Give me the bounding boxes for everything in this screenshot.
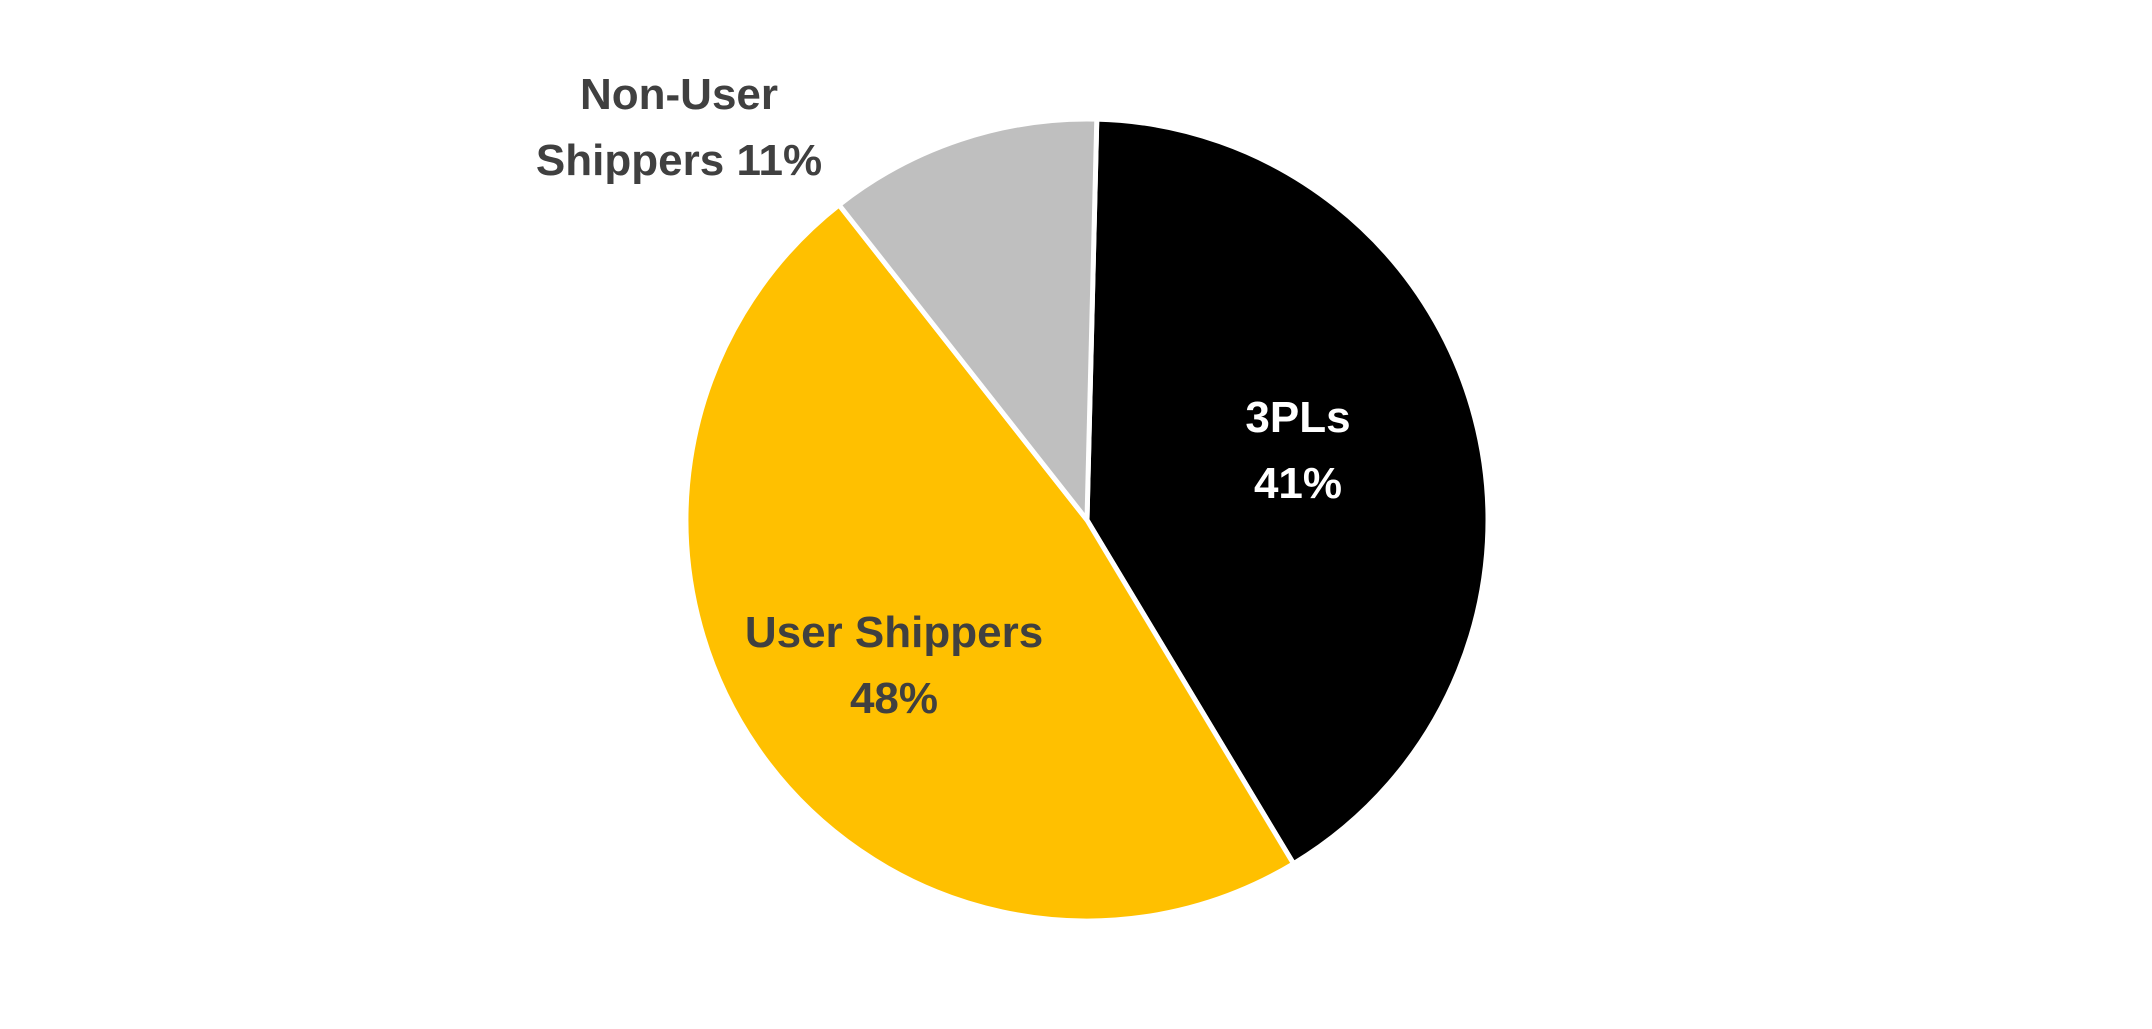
pie-slice <box>836 116 1100 523</box>
slice-label: Non-User Shippers 11% <box>514 62 844 194</box>
value-label: 41% <box>1253 459 1343 508</box>
pie-slice <box>683 202 1297 924</box>
value-label: 48% <box>849 674 939 723</box>
pie-slice <box>1084 116 1491 867</box>
slice-label: User Shippers 48% <box>745 600 1043 732</box>
value-label: 11% <box>736 136 823 185</box>
category-label: Non-User Shippers <box>535 70 779 185</box>
category-label: User Shippers <box>744 608 1044 657</box>
slice-label: 3PLs 41% <box>1245 385 1350 517</box>
category-label: 3PLs <box>1245 393 1351 442</box>
